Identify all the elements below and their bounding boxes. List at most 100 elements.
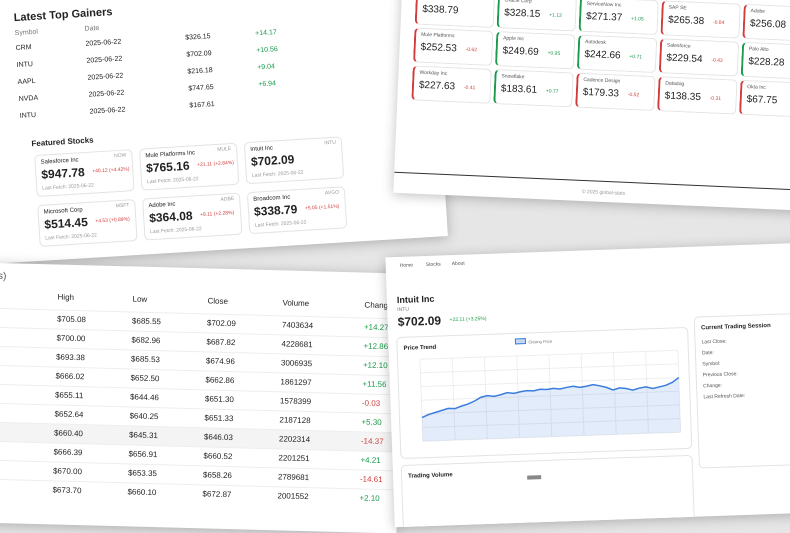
stock-symbol: MSFT [115,202,130,210]
table-cell: $658.26 [202,470,233,481]
table-cell: $656.91 [128,449,158,460]
stock-card: Salesforce Inc NOW $947.78 +40.12 (+4.42%) L… [34,149,135,198]
table-cell: AAPL [17,77,36,86]
stock-card: Mule Platforms Inc MULE $765.16 +21.11 (+2.… [138,142,240,191]
table-cell: $660.40 [53,428,84,439]
stock-change: -0.52 [627,91,640,99]
grid-line [548,354,553,437]
session-label: Symbol: [702,360,721,368]
price-area [422,377,681,442]
grid-line [419,359,424,442]
stock-card: Mule Platforms $252.53 -0.62 [412,27,494,66]
grid-line [516,355,521,438]
table-cell: 2025-06-22 [85,38,122,48]
table-cell: CRM [15,44,32,53]
table-cell: $674.96 [205,356,236,367]
column-header: Low [132,294,148,304]
stock-symbol: ADBE [220,195,235,203]
chart-card: Price Trend Closing Price [396,326,693,460]
table-cell: 1578399 [279,396,312,407]
table-cell: $666.02 [55,371,85,382]
grid-line [483,356,488,439]
stock-name: Palo Alto [748,46,769,53]
table-cell: 2202314 [278,434,311,445]
table-cell: $660.52 [203,451,233,462]
session-card: Current Trading Session Last Close: Date: S… [693,312,790,469]
stock-card: Workday Inc $227.63 -0.41 [411,65,492,104]
price-line [421,376,680,419]
stock-card: Broadcom Inc AVGO $338.79 +5.05 (+1.51%) Las… [246,186,348,235]
stock-price: $256.08 [749,18,787,31]
grid-line [580,353,585,436]
nav-link: Home [399,262,414,269]
nav-link: Stocks [425,261,441,269]
stock-change: +21.11 (+2.84%) [196,159,235,169]
stock-price: $338.79 [253,202,298,219]
table-cell: $662.86 [205,375,235,386]
stock-price: $229.54 [666,52,703,66]
table-cell: +6.94 [258,80,277,89]
stock-card: SAP SE $265.38 -0.84 [660,0,741,39]
stock-price: $702.09 [250,152,295,169]
table-cell: -14.61 [359,474,383,485]
table-cell: 2187128 [279,415,311,426]
table-cell: 2201251 [278,453,310,464]
table-cell: $326.15 [185,33,211,42]
table-cell: -0.03 [361,398,381,408]
table-cell: 2001552 [277,491,309,502]
stock-change: -0.41 [463,84,476,92]
stock-price: $138.35 [664,90,702,104]
stock-price: $242.66 [584,48,621,62]
stock-card: Datadog $138.35 -0.31 [657,76,738,115]
stock-card: Apple Inc $249.69 +0.95 [494,31,576,70]
stock-change: +1.12 [549,12,562,19]
stock-change: -0.84 [712,19,725,27]
stock-price: $338.79 [422,3,459,17]
table-cell: $702.09 [206,318,237,329]
stock-symbol: MULE [217,146,232,153]
stock-price: $228.28 [748,56,785,69]
stock-card: Snowflake $183.61 +0.77 [493,69,574,108]
stock-change: +8.11 (+2.28%) [199,210,235,219]
gainers-panel: Latest Top Gainers Symbol Date CRM 2025-06-2… [0,0,448,264]
stock-card: Palo Alto$228.28+0.38 [740,41,790,81]
stock-change: -0.62 [465,46,478,54]
grid-line [677,350,682,433]
stock-name: Salesforce [666,42,691,50]
stock-change: +0.71 [629,53,643,61]
stock-price: $227.63 [418,79,456,93]
stock-price: $252.53 [420,41,458,55]
table-cell: $167.61 [189,101,215,110]
stock-name: Apple Inc [502,35,525,43]
stock-symbol: INTU [324,139,337,147]
table-cell: $660.10 [127,487,157,498]
volume-title: Trading Volume [407,472,453,480]
history-panel: ys) High Low Close Volume Change $705.08 $685.5… [0,262,404,533]
table-cell: $693.38 [55,352,86,363]
stock-card: Adobe Inc ADBE $364.08 +8.11 (+2.28%) Last F… [142,192,243,241]
page-footer: © 2025 global-stats [393,171,790,206]
stock-symbol: INTU [397,306,410,314]
table-cell: +12.10 [362,360,388,371]
table-cell: +5.30 [361,417,382,428]
last-fetch: Last Fetch: 2025-06-22 [251,169,304,179]
stock-card: Intuit Inc INTU $702.09 Last Fetch: 2025-06… [243,136,345,185]
table-cell: INTU [16,61,34,70]
table-cell: +9.04 [257,63,276,72]
volume-card: Trading Volume [400,454,696,528]
stock-price: $364.08 [148,208,193,226]
stock-name: Adobe [750,8,766,15]
table-cell: $655.11 [54,390,84,401]
column-header: Volume [282,298,310,309]
table-cell: 1861297 [280,377,312,388]
volume-bar [527,475,542,480]
last-fetch: Last Fetch: 2025-06-22 [146,176,199,186]
stock-name: Intuit Inc [250,145,274,153]
stock-name: Oktа Inc [747,84,766,91]
stock-price: $514.45 [44,214,89,232]
table-cell: -14.37 [360,436,384,447]
stock-name: Oracle Corp [504,0,532,5]
table-cell: $651.30 [204,394,235,405]
table-cell: $672.87 [202,489,232,500]
last-fetch: Last Fetch: 2025-06-22 [45,232,98,242]
